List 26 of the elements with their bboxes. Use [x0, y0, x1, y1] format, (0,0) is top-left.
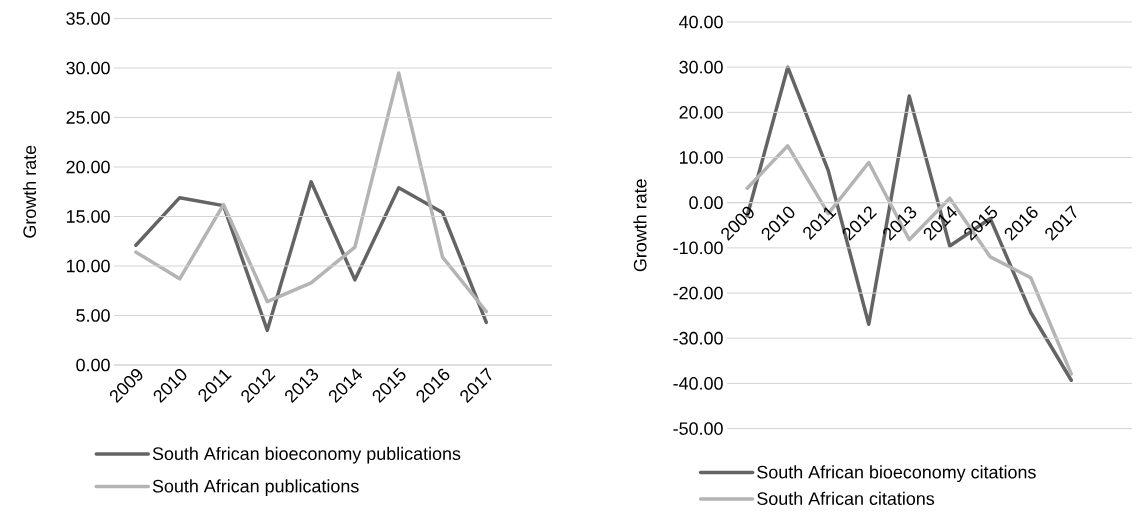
y-tick-label: 10.00: [679, 151, 723, 164]
line-series: [134, 71, 489, 314]
y-tick-label: 0.00: [76, 358, 110, 372]
y-tick-label: -50.00: [673, 422, 723, 435]
y-tick-label: 30.00: [679, 60, 723, 74]
y-tick-label: 40.00: [679, 15, 723, 29]
y-tick-label: 5.00: [76, 309, 110, 322]
y-tick-label: 15.00: [66, 210, 110, 223]
y-tick-label: 30.00: [66, 61, 110, 75]
y-tick-label: 20.00: [66, 160, 110, 174]
line-series: [134, 180, 489, 333]
y-tick-label: -10.00: [673, 241, 723, 255]
y-tick-label: 20.00: [679, 105, 723, 119]
y-tick-label: -30.00: [673, 331, 723, 345]
legend-label: South African bioeconomy publications: [152, 446, 461, 464]
legend-label: South African bioeconomy citations: [757, 465, 1036, 483]
y-tick-label: -20.00: [673, 286, 723, 300]
y-tick-label: 0.00: [689, 196, 723, 210]
y-tick-label: 25.00: [66, 111, 110, 124]
y-axis-title: Growth rate: [22, 145, 37, 238]
legend-label: South African citations: [757, 491, 935, 505]
y-tick-label: -40.00: [673, 377, 723, 390]
y-axis-title: Growth rate: [633, 179, 647, 272]
y-tick-label: 10.00: [66, 259, 110, 273]
legend-label: South African publications: [152, 479, 359, 497]
y-tick-label: 35.00: [66, 12, 110, 25]
